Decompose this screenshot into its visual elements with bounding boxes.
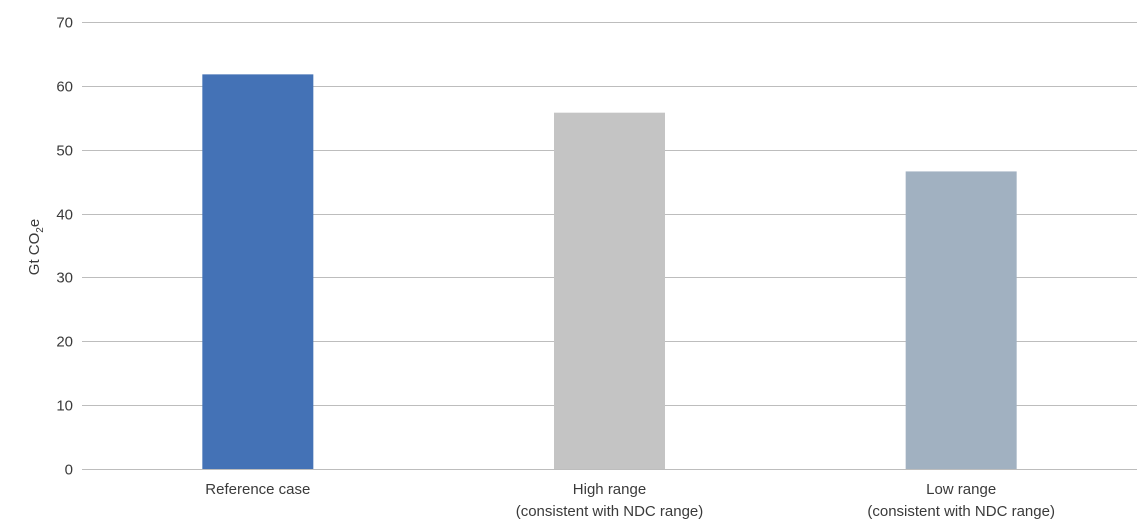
- y-tick-label-40: 40: [56, 207, 73, 224]
- x-category-label-1: Reference case: [205, 481, 310, 498]
- y-axis-tick-labels: 0 10 20 30 40 50 60 70: [56, 15, 73, 479]
- y-tick-label-70: 70: [56, 15, 73, 32]
- y-axis-title-main: Gt CO: [26, 233, 43, 276]
- y-tick-label-50: 50: [56, 143, 73, 160]
- y-tick-label-30: 30: [56, 270, 73, 287]
- y-tick-label-60: 60: [56, 79, 73, 96]
- bar-2: [554, 112, 665, 470]
- x-category-label-2-line-1: High range: [573, 481, 646, 498]
- y-tick-label-20: 20: [56, 334, 73, 351]
- x-axis-category-labels: Reference case High range (consistent with…: [205, 481, 1055, 520]
- x-category-label-2-line-2: (consistent with NDC range): [516, 503, 704, 520]
- bar-3: [905, 171, 1017, 469]
- y-axis-title-subscript: 2: [35, 227, 46, 233]
- y-tick-label-0: 0: [65, 462, 73, 479]
- x-category-label-3-line-1: Low range: [926, 481, 996, 498]
- bars: [202, 74, 1017, 470]
- y-tick-label-10: 10: [56, 398, 73, 415]
- x-category-label-3-line-2: (consistent with NDC range): [867, 503, 1055, 520]
- y-axis-title: Gt CO2e: [26, 219, 46, 275]
- bar-1: [202, 74, 314, 469]
- y-axis-title-tail: e: [26, 219, 43, 227]
